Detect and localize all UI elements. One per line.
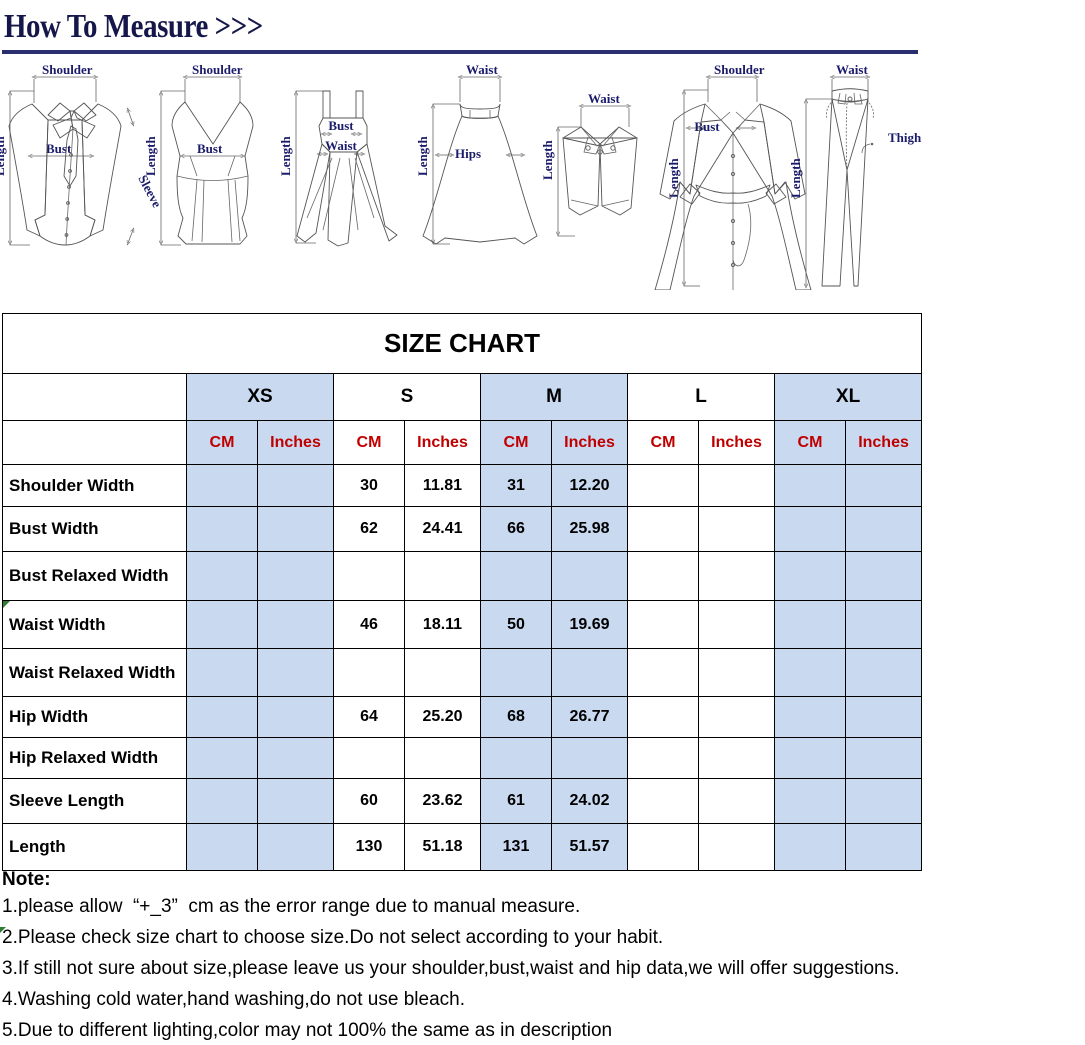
svg-text:Shoulder: Shoulder [42,62,93,77]
svg-text:Length: Length [0,136,7,177]
svg-text:Bust: Bust [46,141,72,156]
svg-text:Bust: Bust [328,118,354,133]
svg-text:Waist: Waist [325,138,357,153]
svg-text:Sleeve: Sleeve [135,172,165,210]
svg-text:Bust: Bust [197,141,223,156]
svg-text:Waist: Waist [836,62,868,77]
svg-text:Shoulder: Shoulder [192,62,243,77]
svg-text:Hips: Hips [455,146,481,161]
svg-text:Length: Length [415,136,430,177]
svg-text:Length: Length [788,158,803,199]
svg-text:Length: Length [278,136,293,177]
svg-text:Waist: Waist [466,62,498,77]
svg-text:Waist: Waist [588,91,620,106]
svg-text:Length: Length [540,140,555,181]
svg-text:Length: Length [143,136,158,177]
svg-text:Thigh: Thigh [888,130,922,145]
svg-text:Shoulder: Shoulder [714,62,765,77]
